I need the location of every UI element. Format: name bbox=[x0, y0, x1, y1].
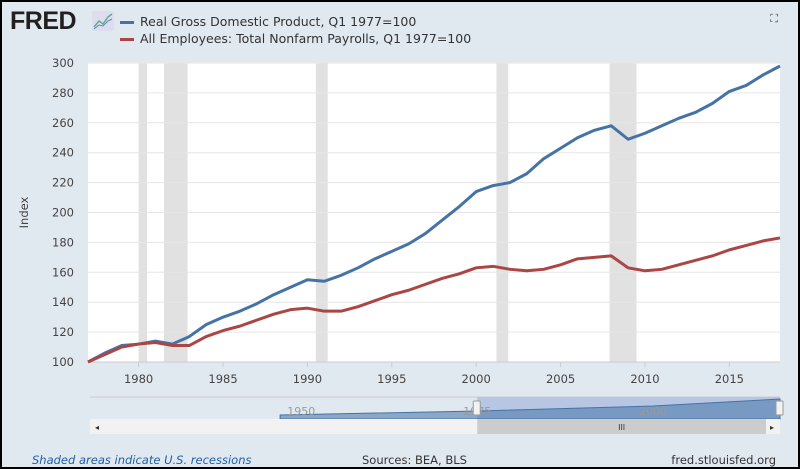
navigator-label: 1950 bbox=[287, 405, 315, 418]
navigator-handle[interactable] bbox=[775, 400, 784, 416]
y-tick-label: 280 bbox=[52, 86, 74, 100]
x-tick-label: 1985 bbox=[208, 372, 237, 386]
y-tick-label: 240 bbox=[52, 146, 74, 160]
sources: Sources: BEA, BLS bbox=[362, 453, 467, 467]
y-tick-label: 220 bbox=[52, 176, 74, 190]
legend-label: Real Gross Domestic Product, Q1 1977=100 bbox=[140, 14, 417, 29]
recession-note[interactable]: Shaded areas indicate U.S. recessions bbox=[32, 453, 252, 467]
scroll-right-arrow[interactable]: ▸ bbox=[770, 423, 774, 432]
payrolls-line bbox=[87, 236, 781, 364]
legend-swatch bbox=[120, 21, 134, 24]
x-tick-label: 2015 bbox=[715, 372, 744, 386]
scrollbar-grip: III bbox=[618, 423, 625, 432]
x-tick-label: 2010 bbox=[630, 372, 659, 386]
x-tick-label: 2005 bbox=[546, 372, 575, 386]
expand-icon[interactable]: ⛶ bbox=[770, 12, 778, 25]
y-tick-label: 160 bbox=[52, 265, 74, 279]
legend-label: All Employees: Total Nonfarm Payrolls, Q… bbox=[140, 31, 472, 46]
y-tick-label: 180 bbox=[52, 235, 74, 249]
chart-icon bbox=[92, 11, 114, 31]
y-tick-label: 300 bbox=[52, 56, 74, 70]
y-tick-label: 140 bbox=[52, 295, 74, 309]
y-tick-label: 100 bbox=[52, 355, 74, 369]
scroll-left-arrow[interactable]: ◂ bbox=[95, 423, 99, 432]
x-tick-label: 2000 bbox=[462, 372, 491, 386]
y-tick-label: 120 bbox=[52, 325, 74, 339]
fred-logo[interactable]: FRED bbox=[10, 7, 77, 35]
navigator-handle[interactable] bbox=[472, 400, 481, 416]
legend-swatch bbox=[120, 38, 134, 41]
site-link[interactable]: fred.stlouisfed.org bbox=[671, 453, 776, 467]
y-axis-label: Index bbox=[17, 196, 31, 228]
x-tick-label: 1980 bbox=[124, 372, 153, 386]
legend-item-payrolls[interactable]: All Employees: Total Nonfarm Payrolls, Q… bbox=[120, 31, 471, 46]
scrollbar-thumb[interactable] bbox=[477, 419, 766, 434]
navigator-label: 2000 bbox=[639, 405, 667, 418]
gdp-line bbox=[87, 64, 781, 364]
legend-item-gdp[interactable]: Real Gross Domestic Product, Q1 1977=100 bbox=[120, 14, 416, 29]
y-tick-label: 200 bbox=[52, 206, 74, 220]
y-tick-label: 260 bbox=[52, 116, 74, 130]
x-tick-label: 1995 bbox=[377, 372, 406, 386]
x-tick-label: 1990 bbox=[293, 372, 322, 386]
